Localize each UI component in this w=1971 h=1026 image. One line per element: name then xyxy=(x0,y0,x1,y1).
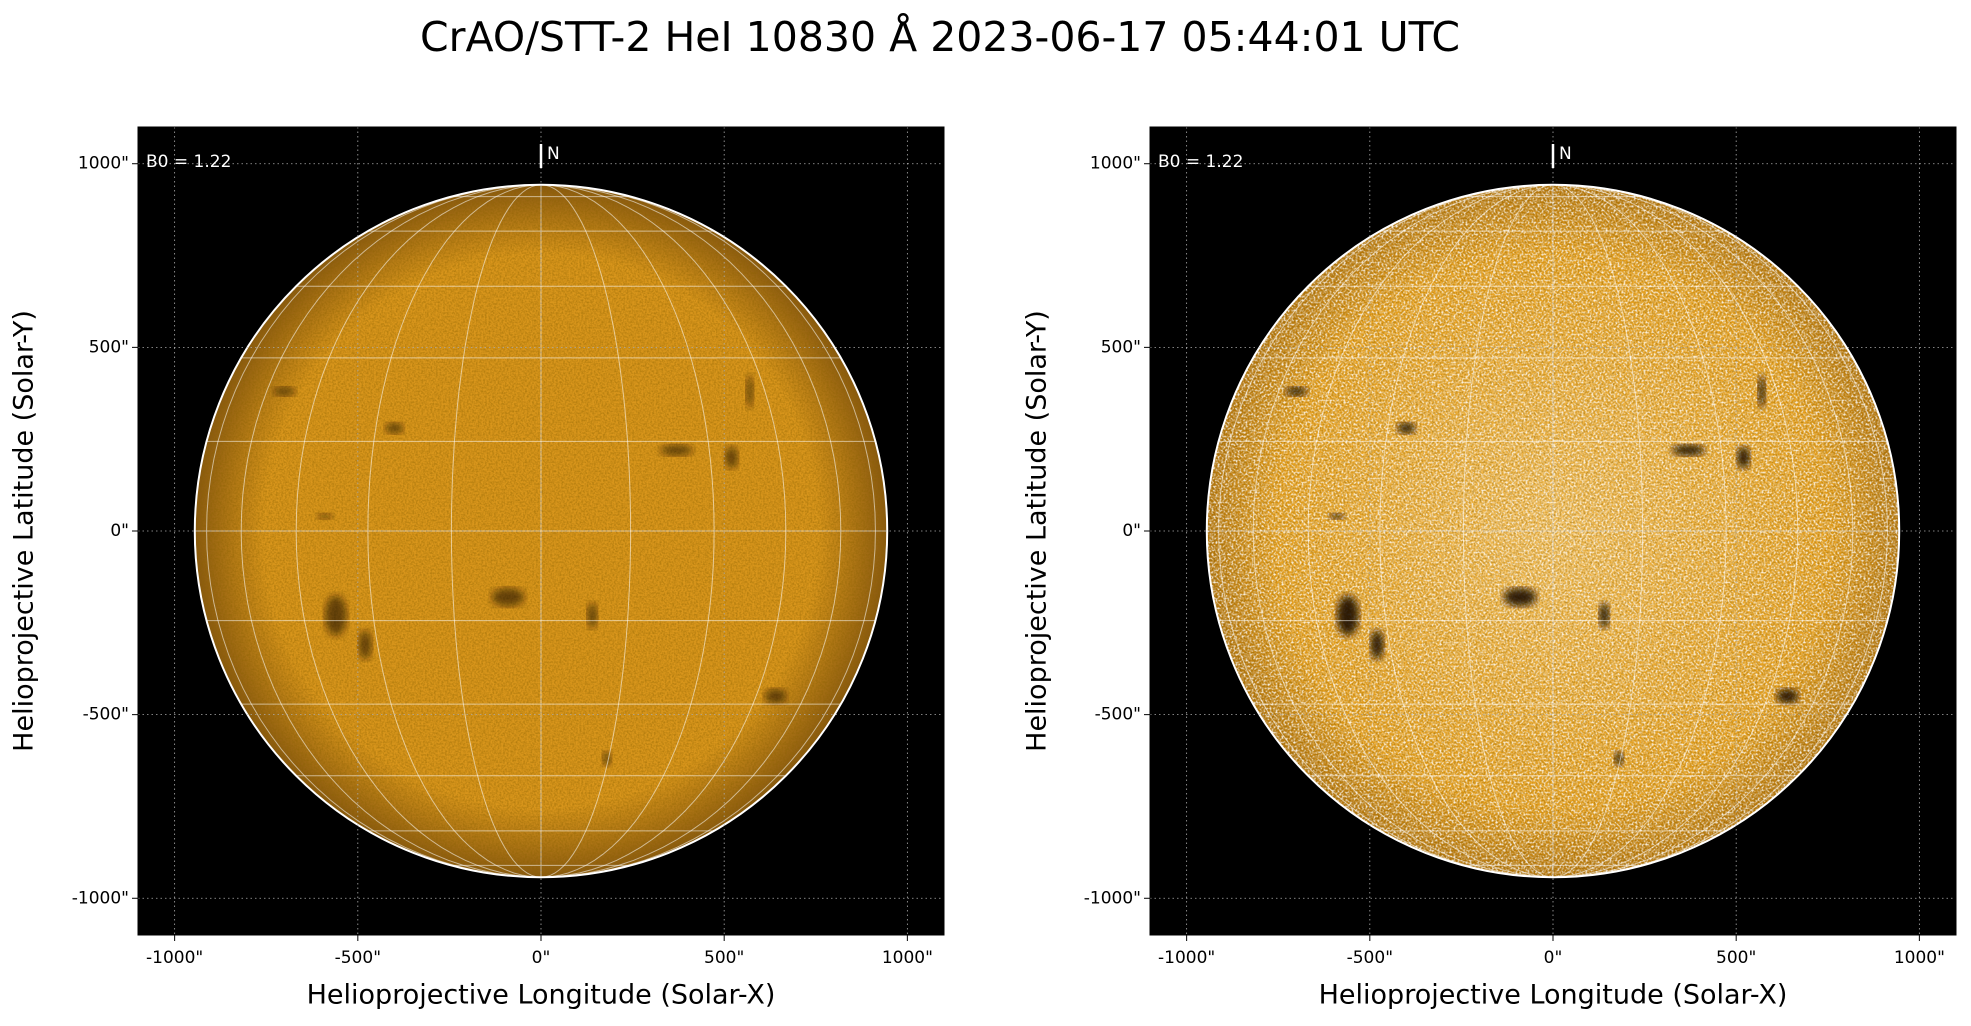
solar-disk xyxy=(194,184,888,878)
filament xyxy=(1336,595,1359,636)
north-label: N xyxy=(547,144,560,164)
limb xyxy=(1205,183,1901,879)
filament xyxy=(385,422,404,434)
y-axis-label: Helioprojective Latitude (Solar-Y) xyxy=(9,310,40,752)
panel: -1000" -500" 0" 500" 1000" -1000" -500" 0" 500" 1… xyxy=(9,126,945,1011)
y-tick-label: 0" xyxy=(1122,521,1141,541)
filament xyxy=(1736,446,1751,469)
annotation: B0 = 1.22 xyxy=(1158,152,1243,172)
solar-disk xyxy=(1206,184,1900,878)
filament xyxy=(491,587,525,607)
y-tick-label: -1000" xyxy=(72,888,129,908)
x-axis-label: Helioprojective Longitude (Solar-X) xyxy=(307,980,776,1011)
plot-frame xyxy=(1149,126,1957,936)
x-tick-label: 0" xyxy=(532,948,551,968)
x-tick-label: -500" xyxy=(335,948,381,968)
filament xyxy=(1285,387,1308,396)
filament xyxy=(1397,422,1416,434)
y-tick-label: 500" xyxy=(1101,337,1141,357)
y-axis-label: Helioprojective Latitude (Solar-Y) xyxy=(1022,310,1053,752)
y-tick-label: -500" xyxy=(83,705,129,725)
filament xyxy=(316,513,333,520)
y-tick-label: 1000" xyxy=(78,154,129,174)
filament xyxy=(1776,688,1799,704)
filament xyxy=(660,444,694,456)
annotation: B0 = 1.22 xyxy=(146,152,231,172)
filament xyxy=(587,602,598,629)
y-tick-label: -500" xyxy=(1095,705,1141,725)
x-tick-label: 500" xyxy=(704,948,744,968)
filament xyxy=(1672,444,1706,456)
x-tick-label: 1000" xyxy=(882,948,933,968)
filament xyxy=(273,387,296,396)
plot-frame xyxy=(137,126,945,936)
y-tick-label: 1000" xyxy=(1090,154,1141,174)
filament xyxy=(1503,587,1537,607)
filament xyxy=(746,374,754,408)
x-tick-label: -1000" xyxy=(146,948,203,968)
x-tick-label: -500" xyxy=(1347,948,1393,968)
filament xyxy=(1370,630,1384,660)
x-tick-label: -1000" xyxy=(1158,948,1215,968)
north-label: N xyxy=(1559,144,1572,164)
filament xyxy=(764,688,787,704)
panel: -1000" -500" 0" 500" 1000" -1000" -500" 0" 500" 1… xyxy=(1022,126,1957,1011)
filament xyxy=(1328,513,1345,520)
filament xyxy=(724,446,739,469)
figure-title: CrAO/STT-2 HeI 10830 Å 2023-06-17 05:44:… xyxy=(420,13,1460,61)
filament xyxy=(324,595,347,636)
filament xyxy=(1758,374,1766,408)
filament xyxy=(358,630,372,660)
x-tick-label: 1000" xyxy=(1894,948,1945,968)
y-tick-label: -1000" xyxy=(1084,888,1141,908)
x-tick-label: 0" xyxy=(1544,948,1563,968)
filament xyxy=(1599,602,1610,629)
x-tick-label: 500" xyxy=(1716,948,1756,968)
x-axis-label: Helioprojective Longitude (Solar-X) xyxy=(1319,980,1788,1011)
y-tick-label: 0" xyxy=(110,521,129,541)
limb xyxy=(193,183,889,879)
y-tick-label: 500" xyxy=(89,337,129,357)
